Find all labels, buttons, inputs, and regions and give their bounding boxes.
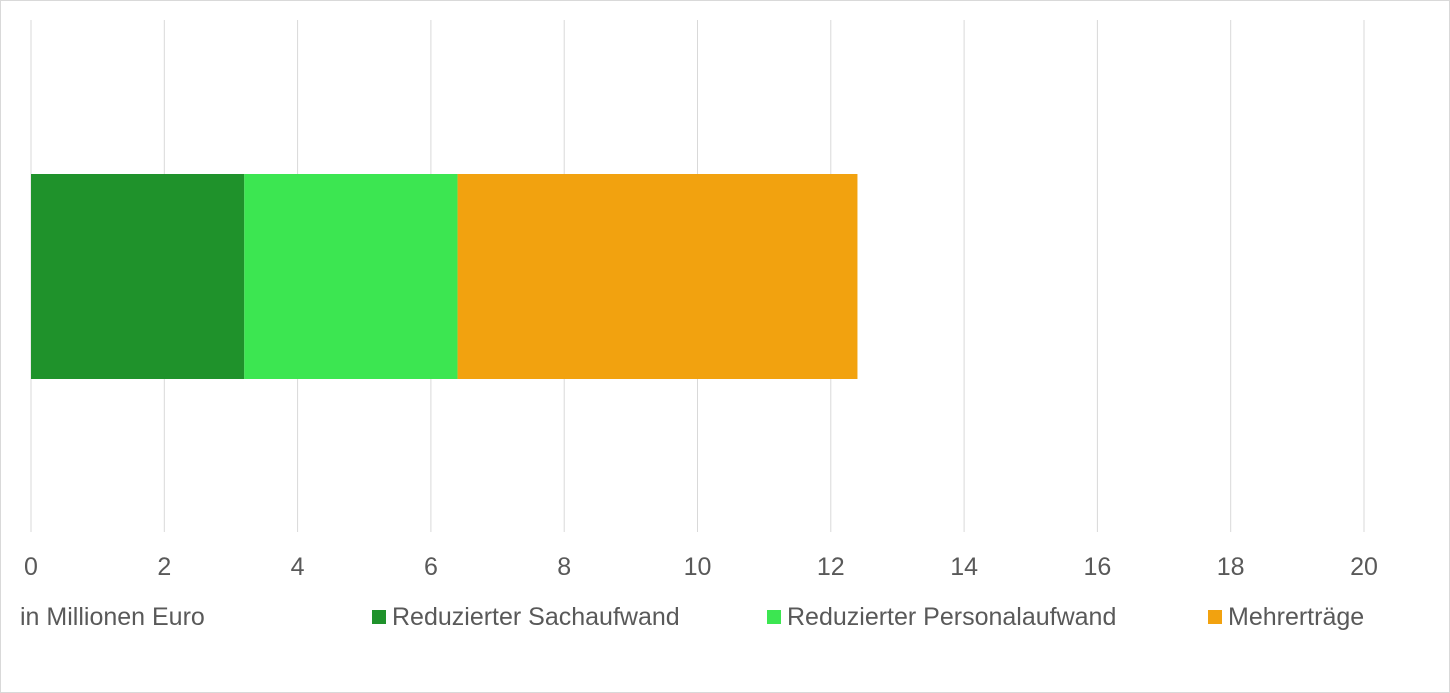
x-tick-label: 16 [1083, 553, 1111, 581]
x-tick-label: 10 [684, 553, 712, 581]
gridlines [30, 20, 1365, 532]
x-axis-label: in Millionen Euro [20, 603, 205, 631]
x-tick-labels: 0 2 4 6 8 10 12 14 16 18 20 [24, 553, 1378, 581]
x-tick-label: 6 [424, 553, 438, 581]
legend-swatch [372, 610, 386, 624]
x-tick-label: 20 [1350, 553, 1378, 581]
bars [31, 174, 858, 379]
legend-label: Reduzierter Personalaufwand [787, 603, 1116, 631]
x-tick-label: 2 [157, 553, 171, 581]
x-tick-label: 8 [557, 553, 571, 581]
bar-segment-2 [244, 174, 458, 379]
bar-segment-1 [31, 174, 245, 379]
x-tick-label: 0 [24, 553, 38, 581]
legend-swatch [767, 610, 781, 624]
legend-swatch [1208, 610, 1222, 624]
legend-label: Mehrerträge [1228, 603, 1364, 631]
x-tick-label: 14 [950, 553, 978, 581]
bar-segment-3 [457, 174, 858, 379]
x-tick-label: 18 [1217, 553, 1245, 581]
legend-label: Reduzierter Sachaufwand [392, 603, 680, 631]
x-tick-label: 12 [817, 553, 845, 581]
legend: Reduzierter Sachaufwand Reduzierter Perso… [372, 603, 1364, 631]
x-tick-label: 4 [291, 553, 305, 581]
